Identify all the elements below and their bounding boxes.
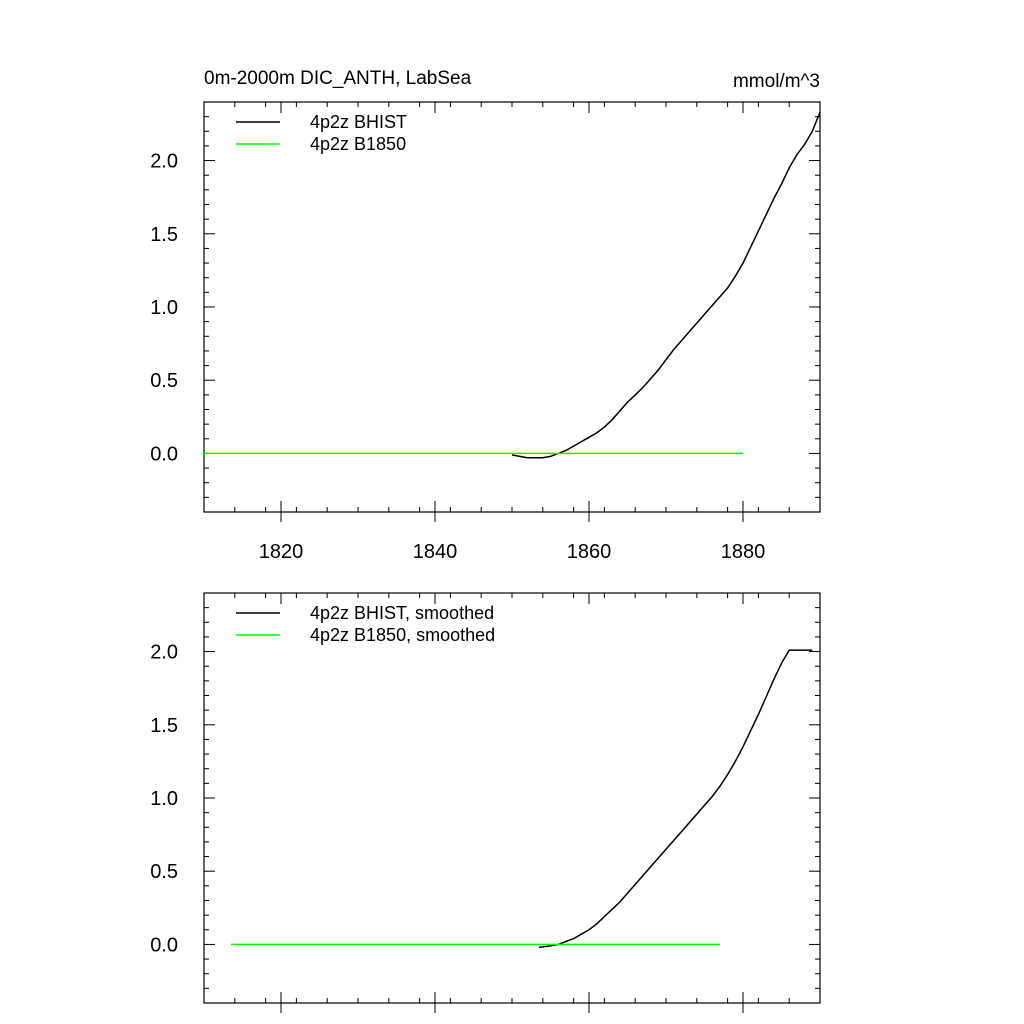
series-line — [538, 649, 813, 949]
y-tick-label: 1.0 — [150, 788, 178, 810]
x-tick-label: 1820 — [259, 541, 304, 563]
y-tick-label: 1.0 — [150, 297, 178, 319]
legend-label: 4p2z BHIST — [310, 112, 407, 132]
series-line — [511, 111, 821, 459]
y-tick-label: 0.5 — [150, 370, 178, 392]
x-tick-label: 1840 — [413, 541, 458, 563]
plot-frame — [203, 592, 821, 1004]
plot-frame — [203, 101, 821, 513]
x-ticks: 1820 1840 1860 1880 — [203, 102, 821, 563]
top-panel: 0m-2000m DIC_ANTH, LabSea mmol/m^3 0.00.… — [150, 68, 821, 563]
y-ticks: 0.0 0.5 1.0 1.5 2.0 — [150, 592, 820, 1004]
legend-label: 4p2z B1850 — [310, 134, 406, 154]
y-tick-label: 2.0 — [150, 642, 178, 664]
bottom-panel: 0.0 0.5 1.0 1.5 2.0 4p2z BHIST, smoothed4p2z… — [150, 592, 821, 1013]
y-tick-label: 1.5 — [150, 715, 178, 737]
y-tick-label: 0.0 — [150, 934, 178, 956]
y-ticks: 0.0 0.5 1.0 1.5 2.0 — [150, 101, 820, 513]
chart-title: 0m-2000m DIC_ANTH, LabSea — [204, 68, 472, 89]
x-tick-label: 1880 — [721, 541, 766, 563]
y-tick-label: 1.5 — [150, 224, 178, 246]
series-group — [230, 649, 813, 949]
legend-label: 4p2z BHIST, smoothed — [310, 603, 494, 623]
y-tick-label: 2.0 — [150, 151, 178, 173]
y-tick-label: 0.5 — [150, 861, 178, 883]
legend-label: 4p2z B1850, smoothed — [310, 625, 495, 645]
x-tick-label: 1860 — [567, 541, 612, 563]
series-group — [204, 111, 821, 459]
y-tick-label: 0.0 — [150, 443, 178, 465]
chart-units: mmol/m^3 — [733, 71, 820, 92]
x-ticks — [203, 593, 821, 1013]
